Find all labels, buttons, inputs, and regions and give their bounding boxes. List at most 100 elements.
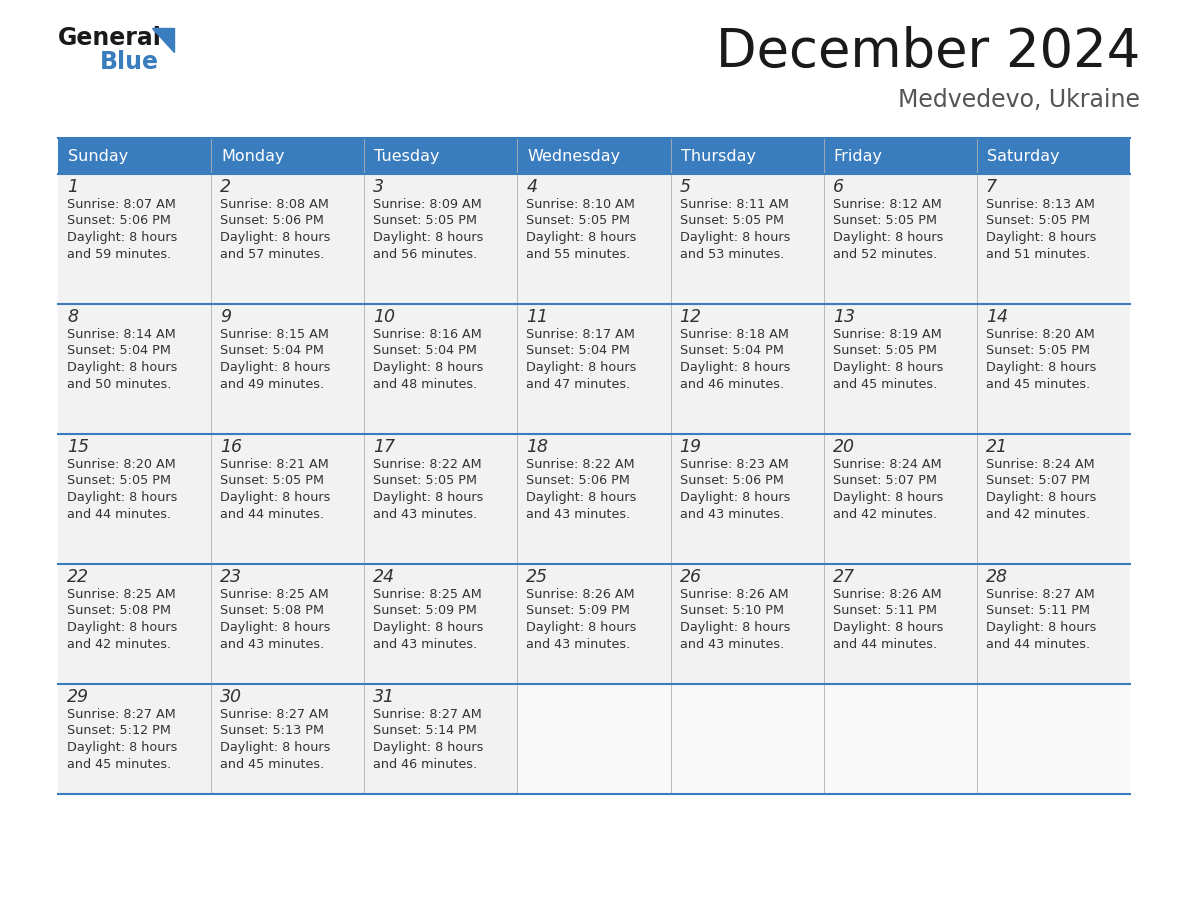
Text: Sunrise: 8:10 AM: Sunrise: 8:10 AM (526, 197, 636, 210)
Text: Sunrise: 8:20 AM: Sunrise: 8:20 AM (986, 328, 1094, 341)
Text: and 45 minutes.: and 45 minutes. (986, 378, 1091, 391)
Text: Daylight: 8 hours: Daylight: 8 hours (833, 621, 943, 634)
Text: and 46 minutes.: and 46 minutes. (373, 758, 478, 771)
Text: Daylight: 8 hours: Daylight: 8 hours (986, 621, 1097, 634)
Text: Daylight: 8 hours: Daylight: 8 hours (373, 231, 484, 244)
Text: Daylight: 8 hours: Daylight: 8 hours (526, 491, 637, 505)
Bar (977, 684, 1130, 794)
Text: Sunrise: 8:27 AM: Sunrise: 8:27 AM (67, 708, 176, 721)
Text: and 44 minutes.: and 44 minutes. (986, 639, 1089, 652)
Text: Sunrise: 8:27 AM: Sunrise: 8:27 AM (373, 708, 482, 721)
Bar (977, 138, 1130, 174)
Text: Daylight: 8 hours: Daylight: 8 hours (373, 621, 484, 634)
Text: Sunset: 5:08 PM: Sunset: 5:08 PM (220, 604, 324, 618)
Text: Daylight: 8 hours: Daylight: 8 hours (220, 621, 330, 634)
Text: Sunset: 5:05 PM: Sunset: 5:05 PM (373, 475, 478, 487)
Bar (365, 564, 518, 684)
Bar (58, 434, 211, 564)
Text: and 47 minutes.: and 47 minutes. (526, 378, 631, 391)
Text: Sunset: 5:08 PM: Sunset: 5:08 PM (67, 604, 171, 618)
Text: and 43 minutes.: and 43 minutes. (373, 509, 478, 521)
Text: 9: 9 (220, 308, 232, 326)
Text: and 43 minutes.: and 43 minutes. (680, 639, 784, 652)
Bar (518, 684, 670, 794)
Text: Sunset: 5:05 PM: Sunset: 5:05 PM (986, 215, 1089, 228)
Text: Sunset: 5:05 PM: Sunset: 5:05 PM (833, 215, 936, 228)
Bar (977, 304, 1130, 434)
Text: General: General (58, 26, 162, 50)
Text: and 59 minutes.: and 59 minutes. (67, 249, 171, 262)
Text: 10: 10 (373, 308, 396, 326)
Text: Thursday: Thursday (681, 149, 756, 163)
Bar (365, 684, 518, 794)
Text: Sunset: 5:05 PM: Sunset: 5:05 PM (680, 215, 784, 228)
Text: and 45 minutes.: and 45 minutes. (220, 758, 324, 771)
Text: Sunset: 5:05 PM: Sunset: 5:05 PM (67, 475, 171, 487)
Text: Daylight: 8 hours: Daylight: 8 hours (220, 491, 330, 505)
Text: 28: 28 (986, 568, 1007, 586)
Text: Daylight: 8 hours: Daylight: 8 hours (833, 491, 943, 505)
Text: Sunrise: 8:20 AM: Sunrise: 8:20 AM (67, 457, 176, 471)
Text: Daylight: 8 hours: Daylight: 8 hours (67, 742, 177, 755)
Bar (58, 564, 211, 684)
Bar (365, 304, 518, 434)
Text: Sunset: 5:04 PM: Sunset: 5:04 PM (526, 344, 631, 357)
Text: and 43 minutes.: and 43 minutes. (680, 509, 784, 521)
Bar (58, 304, 211, 434)
Bar (823, 304, 977, 434)
Text: 22: 22 (67, 568, 89, 586)
Text: Sunrise: 8:11 AM: Sunrise: 8:11 AM (680, 197, 789, 210)
Text: Daylight: 8 hours: Daylight: 8 hours (986, 362, 1097, 375)
Text: and 52 minutes.: and 52 minutes. (833, 249, 937, 262)
Text: 25: 25 (526, 568, 549, 586)
Text: Daylight: 8 hours: Daylight: 8 hours (680, 231, 790, 244)
Bar (365, 434, 518, 564)
Bar (823, 564, 977, 684)
Bar (823, 684, 977, 794)
Text: and 44 minutes.: and 44 minutes. (67, 509, 171, 521)
Text: 15: 15 (67, 438, 89, 456)
Bar (977, 174, 1130, 304)
Text: Saturday: Saturday (987, 149, 1060, 163)
Text: Sunset: 5:05 PM: Sunset: 5:05 PM (220, 475, 324, 487)
Text: Daylight: 8 hours: Daylight: 8 hours (986, 231, 1097, 244)
Bar (670, 434, 823, 564)
Bar (670, 174, 823, 304)
Text: Sunset: 5:05 PM: Sunset: 5:05 PM (373, 215, 478, 228)
Text: Sunrise: 8:08 AM: Sunrise: 8:08 AM (220, 197, 329, 210)
Text: Sunset: 5:04 PM: Sunset: 5:04 PM (680, 344, 783, 357)
Text: Medvedevo, Ukraine: Medvedevo, Ukraine (898, 88, 1140, 112)
Bar (518, 138, 670, 174)
Bar (518, 174, 670, 304)
Bar (670, 138, 823, 174)
Text: Sunrise: 8:14 AM: Sunrise: 8:14 AM (67, 328, 176, 341)
Text: Sunset: 5:06 PM: Sunset: 5:06 PM (220, 215, 324, 228)
Text: and 50 minutes.: and 50 minutes. (67, 378, 171, 391)
Text: Daylight: 8 hours: Daylight: 8 hours (526, 362, 637, 375)
Text: Daylight: 8 hours: Daylight: 8 hours (526, 231, 637, 244)
Bar (211, 174, 365, 304)
Text: Sunrise: 8:21 AM: Sunrise: 8:21 AM (220, 457, 329, 471)
Text: 30: 30 (220, 688, 242, 706)
Text: Sunrise: 8:26 AM: Sunrise: 8:26 AM (526, 588, 636, 600)
Text: 5: 5 (680, 178, 690, 196)
Text: Sunset: 5:06 PM: Sunset: 5:06 PM (526, 475, 631, 487)
Text: Daylight: 8 hours: Daylight: 8 hours (373, 362, 484, 375)
Text: Sunset: 5:07 PM: Sunset: 5:07 PM (833, 475, 936, 487)
Text: 7: 7 (986, 178, 997, 196)
Text: December 2024: December 2024 (715, 26, 1140, 78)
Text: Daylight: 8 hours: Daylight: 8 hours (220, 742, 330, 755)
Bar (365, 174, 518, 304)
Text: Tuesday: Tuesday (374, 149, 440, 163)
Text: Sunrise: 8:27 AM: Sunrise: 8:27 AM (986, 588, 1094, 600)
Text: Sunrise: 8:24 AM: Sunrise: 8:24 AM (833, 457, 941, 471)
Text: Sunset: 5:11 PM: Sunset: 5:11 PM (986, 604, 1089, 618)
Text: Sunrise: 8:18 AM: Sunrise: 8:18 AM (680, 328, 789, 341)
Text: and 43 minutes.: and 43 minutes. (373, 639, 478, 652)
Text: Sunrise: 8:24 AM: Sunrise: 8:24 AM (986, 457, 1094, 471)
Text: 4: 4 (526, 178, 537, 196)
Bar (977, 564, 1130, 684)
Text: Daylight: 8 hours: Daylight: 8 hours (373, 491, 484, 505)
Text: and 56 minutes.: and 56 minutes. (373, 249, 478, 262)
Text: Sunset: 5:14 PM: Sunset: 5:14 PM (373, 724, 478, 737)
